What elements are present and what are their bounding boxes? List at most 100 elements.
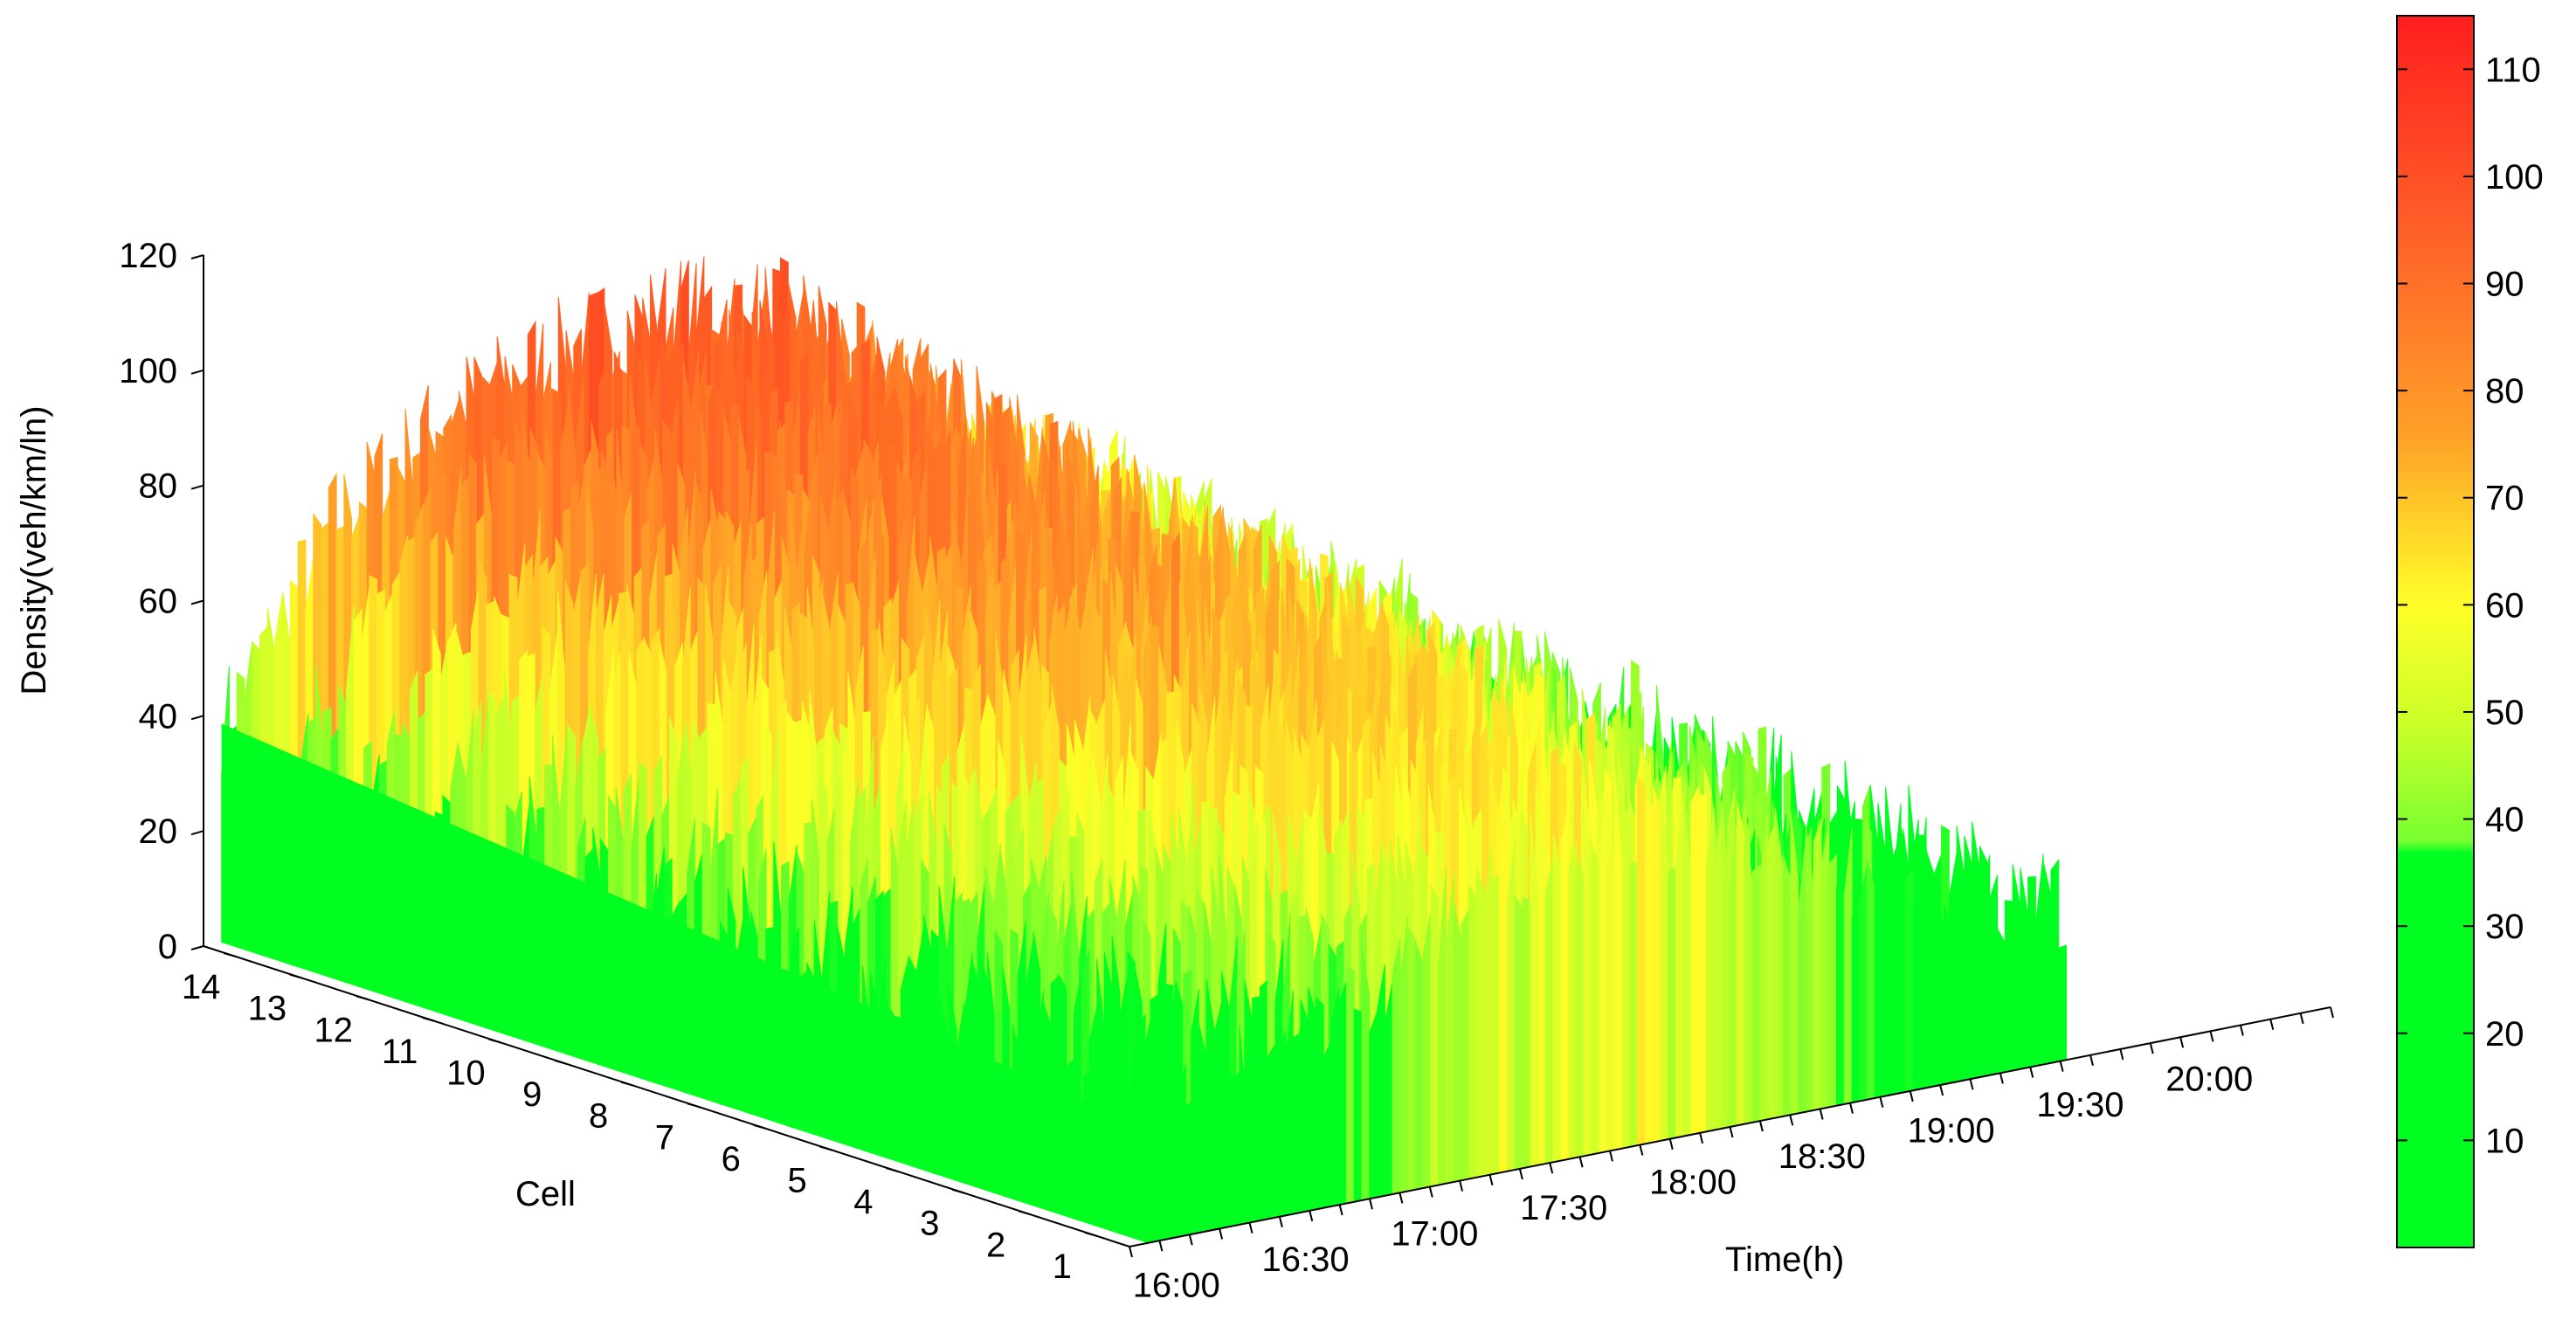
time-minor-tick — [1729, 1126, 1734, 1138]
time-minor-tick — [1849, 1102, 1854, 1114]
time-minor-tick — [1639, 1144, 1644, 1156]
surface-facet — [1737, 802, 1745, 1127]
surface-facet — [1751, 864, 1761, 1123]
cell-tick-mark — [886, 1167, 899, 1173]
time-tick-label: 18:30 — [1778, 1137, 1866, 1176]
surface-facet — [1767, 822, 1776, 1121]
surface-facet — [1476, 868, 1485, 1178]
surface-facet — [1989, 874, 1999, 1076]
time-minor-tick — [1248, 1222, 1253, 1234]
colorbar-tick-label: 80 — [2485, 372, 2524, 411]
z-tick-label: 80 — [139, 467, 178, 506]
time-minor-tick — [1578, 1157, 1584, 1168]
time-minor-tick — [1309, 1210, 1314, 1222]
time-minor-tick — [1369, 1198, 1373, 1210]
surface-facet — [2004, 900, 2013, 1073]
cell-tick-mark — [1084, 1231, 1098, 1237]
time-minor-tick — [1999, 1073, 2004, 1084]
surface-facet — [2050, 858, 2060, 1064]
time-tick-label: 20:00 — [2165, 1061, 2253, 1099]
surface-facet — [1943, 904, 1952, 1085]
time-minor-tick — [1518, 1168, 1523, 1180]
surface-facet — [1859, 864, 1868, 1102]
colorbar: 10 20 30 40 50 60 70 80 90 100 110 — [2396, 15, 2544, 1248]
colorbar-tick-label: 60 — [2485, 586, 2524, 625]
z-axis-title: Density(veh/km/ln) — [15, 405, 53, 695]
surface-facet — [1882, 895, 1891, 1097]
surface-facet — [1591, 843, 1600, 1156]
surface-facet — [1568, 843, 1577, 1160]
cell-tick-mark — [1018, 1210, 1032, 1216]
time-minor-tick — [1129, 1246, 1133, 1258]
colorbar-bar — [2396, 15, 2475, 1248]
surface-facet — [1951, 867, 1960, 1084]
z-tick-mark — [190, 599, 204, 605]
z-tick-mark — [190, 254, 204, 259]
surface-facet — [1453, 900, 1462, 1183]
time-tick-label: 16:30 — [1262, 1241, 1350, 1279]
cell-tick-label: 7 — [655, 1118, 674, 1157]
cell-tick-mark — [753, 1123, 767, 1130]
surface-facet — [1407, 923, 1416, 1192]
time-minor-tick — [1699, 1132, 1704, 1144]
surface-facet — [1576, 854, 1585, 1158]
time-minor-tick — [1488, 1174, 1494, 1186]
surface-facet — [1973, 892, 1983, 1079]
cell-tick-label: 13 — [248, 990, 287, 1028]
surface-facet — [1629, 862, 1639, 1148]
z-tick-mark — [190, 945, 204, 950]
time-minor-tick — [1219, 1228, 1224, 1240]
time-minor-tick — [2239, 1025, 2244, 1036]
surface-facet — [1468, 885, 1477, 1180]
cell-tick-mark — [422, 1016, 435, 1022]
time-minor-tick — [1819, 1109, 1824, 1120]
surface-facet — [1621, 829, 1631, 1150]
surface-facet — [1392, 938, 1401, 1195]
time-axis-title: Time(h) — [1725, 1241, 1844, 1279]
surface-facet — [1422, 911, 1432, 1189]
time-minor-tick — [1789, 1115, 1794, 1126]
time-minor-tick — [1459, 1180, 1464, 1192]
colorbar-tick-label: 20 — [2485, 1015, 2524, 1054]
surface-facet — [2020, 867, 2029, 1070]
z-tick-label: 120 — [119, 237, 177, 275]
time-minor-tick — [2330, 1006, 2334, 1019]
time-minor-tick — [1188, 1234, 1193, 1246]
time-tick-label: 18:00 — [1649, 1163, 1737, 1201]
z-tick-mark — [190, 484, 204, 490]
surface-facet — [1316, 996, 1324, 1211]
surface-facet — [1330, 987, 1340, 1207]
surface-facet — [1698, 794, 1707, 1134]
time-tick-label: 17:30 — [1520, 1189, 1607, 1227]
colorbar-tick-label: 30 — [2485, 908, 2524, 946]
surface-facet — [1889, 909, 1899, 1096]
time-axis-ticks: 16:00 16:30 17:00 17:30 18:00 18:30 19:00 19:30… — [1129, 1006, 2334, 1304]
surface-facet — [1928, 858, 1937, 1088]
surface-facet — [1706, 808, 1715, 1133]
cell-tick-label: 4 — [853, 1183, 873, 1221]
cell-tick-mark — [356, 995, 369, 1001]
surface-facet — [1583, 831, 1592, 1157]
cell-tick-label: 1 — [1053, 1247, 1072, 1286]
colorbar-tick-label: 50 — [2485, 694, 2524, 732]
surface-facet — [1904, 867, 1914, 1093]
surface-facet — [1836, 885, 1845, 1107]
cell-tick-label: 3 — [920, 1205, 939, 1243]
time-minor-tick — [2209, 1031, 2214, 1042]
time-tick-label: 19:30 — [2036, 1086, 2124, 1124]
surface-facet — [1552, 833, 1562, 1163]
surface-facet — [2012, 864, 2021, 1072]
time-minor-tick — [1909, 1090, 1914, 1102]
cell-tick-mark — [554, 1060, 568, 1066]
cell-tick-label: 10 — [446, 1054, 486, 1092]
surface-facet — [1690, 785, 1700, 1136]
surface-facet — [2042, 861, 2052, 1066]
surface-facet — [1537, 827, 1546, 1166]
surface-facet — [1637, 776, 1646, 1146]
time-minor-tick — [1158, 1240, 1164, 1252]
surface-facet — [1644, 798, 1654, 1145]
surface-facet — [1323, 1040, 1332, 1209]
surface-facet — [1828, 854, 1837, 1109]
